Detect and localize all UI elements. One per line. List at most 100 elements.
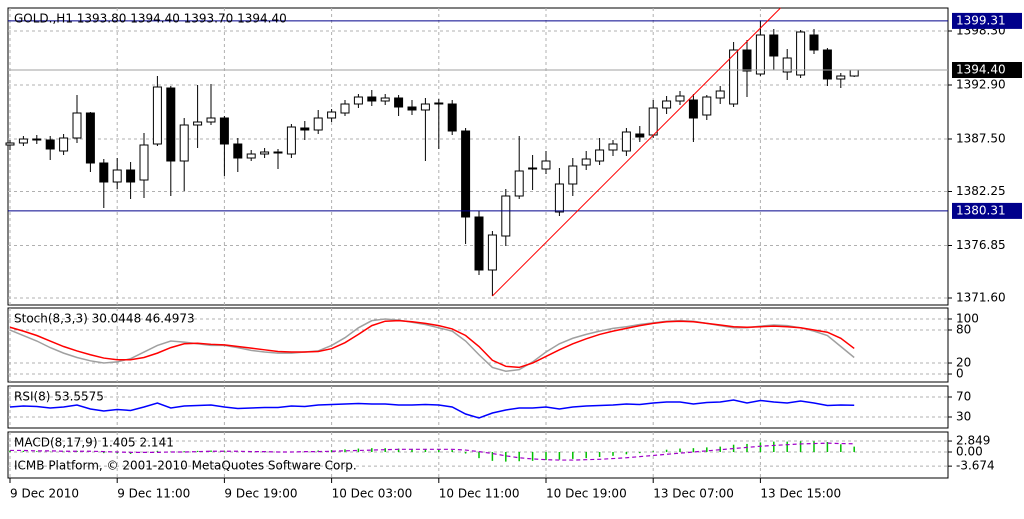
- panel-frame: [7, 307, 949, 383]
- y-tick-label: 1387.50: [956, 132, 1006, 146]
- candle-body: [139, 144, 149, 181]
- price-label: 1380.31: [956, 203, 1006, 217]
- candle-body: [796, 31, 806, 76]
- candle-body: [514, 170, 524, 197]
- candle-body: [327, 111, 337, 119]
- candle-body: [822, 49, 832, 80]
- y-tick-label: 2.849: [956, 434, 990, 448]
- candle-body: [59, 137, 69, 152]
- x-tick-label: 9 Dec 2010: [10, 487, 79, 501]
- candle-body: [461, 130, 471, 218]
- candle-body: [809, 34, 819, 51]
- candle-body: [286, 126, 296, 155]
- candle-body: [206, 117, 216, 123]
- y-tick-label: 1392.90: [956, 78, 1006, 92]
- candle-body: [621, 131, 631, 152]
- candle-body: [112, 169, 122, 183]
- candle-body: [260, 151, 270, 155]
- y-tick-label: -3.674: [956, 459, 995, 473]
- price-label: 1394.40: [956, 63, 1006, 77]
- candle-body: [72, 112, 82, 139]
- y-tick-label: 20: [956, 356, 971, 370]
- y-tick-label: 100: [956, 312, 979, 326]
- candle-body: [85, 112, 95, 164]
- candle-body: [648, 107, 658, 136]
- macd-signal: [10, 442, 855, 461]
- candle-body: [836, 75, 846, 80]
- candle-body: [501, 195, 511, 237]
- candle-body: [487, 234, 497, 271]
- candle-body: [635, 133, 645, 138]
- candle-body: [688, 99, 698, 119]
- panel-title: GOLD.,H1 1393.80 1394.40 1393.70 1394.40: [14, 12, 287, 26]
- candle-body: [581, 158, 591, 166]
- panel-title: Stoch(8,3,3) 30.0448 46.4973: [14, 312, 195, 326]
- candle-body: [18, 138, 28, 144]
- y-tick-label: 0: [956, 367, 964, 381]
- candle-body: [782, 57, 792, 73]
- candle-body: [769, 34, 779, 57]
- candle-body: [675, 95, 685, 102]
- candle-body: [849, 69, 859, 77]
- price-label-box: [952, 62, 1022, 78]
- x-tick-label: 10 Dec 19:00: [546, 487, 627, 501]
- price-label: 1399.31: [956, 13, 1006, 27]
- candle-body: [595, 149, 605, 162]
- candle-body: [353, 96, 363, 105]
- price-label-box: [952, 12, 1022, 29]
- price-label-box: [952, 202, 1022, 219]
- candle-body: [126, 169, 136, 183]
- x-tick-label: 10 Dec 11:00: [439, 487, 520, 501]
- y-tick-label: 1382.25: [956, 184, 1006, 198]
- candle-body: [5, 142, 15, 146]
- candle-body: [715, 90, 725, 99]
- x-tick-label: 10 Dec 03:00: [332, 487, 413, 501]
- panel-frame: [7, 385, 949, 429]
- candle-body: [246, 153, 256, 159]
- candle-body: [313, 117, 323, 131]
- indicator-line: [9, 399, 855, 419]
- candle-body: [608, 143, 618, 151]
- y-tick-label: 30: [956, 410, 971, 424]
- trendline: [492, 7, 781, 297]
- x-tick-label: 9 Dec 11:00: [117, 487, 190, 501]
- candle-body: [434, 102, 444, 105]
- candle-body: [367, 96, 377, 102]
- panel-title: RSI(8) 53.5575: [14, 390, 104, 404]
- candle-body: [99, 162, 109, 183]
- candle-body: [447, 103, 457, 132]
- candle-body: [755, 34, 765, 75]
- candle-body: [233, 143, 243, 159]
- y-tick-label: 70: [956, 390, 971, 404]
- y-tick-label: 80: [956, 323, 971, 337]
- candle-body: [702, 96, 712, 116]
- candle-body: [340, 103, 350, 114]
- candle-body: [152, 86, 162, 145]
- copyright: ICMB Platform, © 2001-2010 MetaQuotes So…: [14, 459, 357, 473]
- candle-body: [474, 216, 484, 271]
- indicator-line: [9, 319, 855, 369]
- candle-body: [541, 160, 551, 170]
- panel-frame: [7, 431, 949, 479]
- x-tick-label: 13 Dec 15:00: [760, 487, 841, 501]
- candle-body: [729, 49, 739, 105]
- candle-body: [179, 124, 189, 162]
- candle-body: [528, 167, 538, 170]
- candle-body: [300, 127, 310, 131]
- candle-body: [420, 103, 430, 111]
- candle-body: [407, 106, 417, 111]
- candle-body: [742, 49, 752, 72]
- x-tick-label: 13 Dec 07:00: [653, 487, 734, 501]
- candle-body: [45, 139, 55, 150]
- candle-body: [32, 138, 42, 141]
- y-tick-label: 1371.60: [956, 291, 1006, 305]
- candle-body: [166, 87, 176, 162]
- candle-body: [662, 100, 672, 109]
- candle-body: [219, 117, 229, 145]
- candle-body: [273, 151, 283, 154]
- candle-body: [394, 97, 404, 108]
- panel-title: MACD(8,17,9) 1.405 2.141: [14, 436, 174, 450]
- x-tick-label: 9 Dec 19:00: [224, 487, 297, 501]
